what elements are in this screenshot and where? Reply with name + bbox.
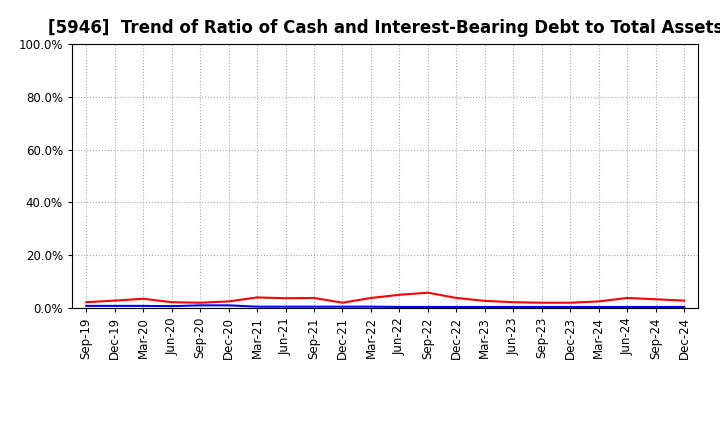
Interest-Bearing Debt (110, 303, 119, 308)
Interest-Bearing Debt (395, 304, 404, 310)
Cash (110, 298, 119, 303)
Interest-Bearing Debt (595, 304, 603, 310)
Interest-Bearing Debt (509, 304, 518, 310)
Interest-Bearing Debt (652, 304, 660, 310)
Cash (338, 300, 347, 305)
Cash (509, 300, 518, 305)
Interest-Bearing Debt (82, 303, 91, 308)
Interest-Bearing Debt (480, 304, 489, 310)
Cash (366, 295, 375, 301)
Cash (395, 292, 404, 297)
Interest-Bearing Debt (310, 304, 318, 309)
Cash (652, 297, 660, 302)
Interest-Bearing Debt (423, 304, 432, 310)
Cash (423, 290, 432, 295)
Cash (566, 300, 575, 305)
Cash (537, 300, 546, 305)
Interest-Bearing Debt (253, 304, 261, 309)
Cash (282, 296, 290, 301)
Interest-Bearing Debt (225, 303, 233, 308)
Cash (225, 299, 233, 304)
Cash (82, 300, 91, 305)
Interest-Bearing Debt (452, 304, 461, 310)
Interest-Bearing Debt (537, 304, 546, 310)
Interest-Bearing Debt (338, 304, 347, 309)
Cash (623, 295, 631, 301)
Interest-Bearing Debt (623, 304, 631, 310)
Line: Interest-Bearing Debt: Interest-Bearing Debt (86, 305, 684, 307)
Cash (595, 299, 603, 304)
Cash (196, 300, 204, 305)
Cash (680, 298, 688, 303)
Line: Cash: Cash (86, 293, 684, 303)
Cash (139, 296, 148, 301)
Cash (452, 295, 461, 301)
Cash (310, 295, 318, 301)
Cash (167, 300, 176, 305)
Cash (480, 298, 489, 304)
Interest-Bearing Debt (680, 304, 688, 310)
Interest-Bearing Debt (282, 304, 290, 309)
Interest-Bearing Debt (139, 303, 148, 308)
Interest-Bearing Debt (196, 303, 204, 308)
Interest-Bearing Debt (167, 304, 176, 309)
Interest-Bearing Debt (566, 304, 575, 310)
Title: [5946]  Trend of Ratio of Cash and Interest-Bearing Debt to Total Assets: [5946] Trend of Ratio of Cash and Intere… (48, 19, 720, 37)
Interest-Bearing Debt (366, 304, 375, 309)
Cash (253, 295, 261, 300)
